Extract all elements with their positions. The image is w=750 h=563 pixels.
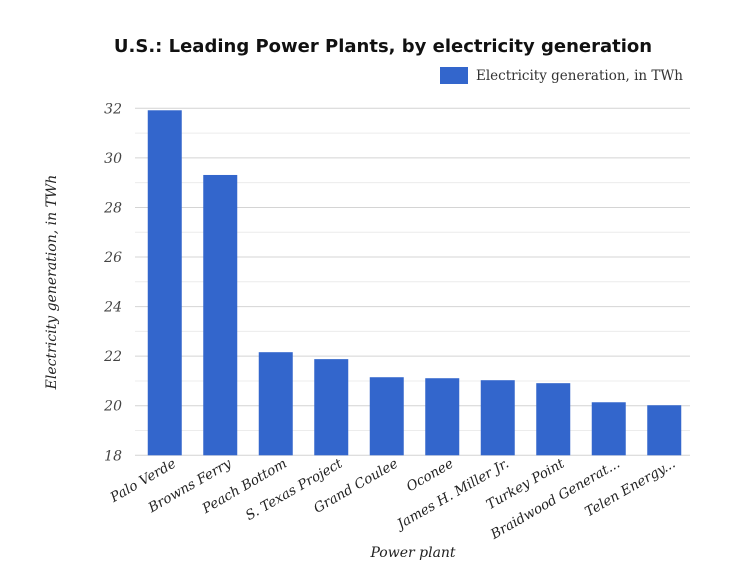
bar [480,380,515,456]
bar [147,110,182,456]
y-tick-label: 32 [104,101,122,117]
bar [258,352,293,456]
x-tick-label: S. Texas Project [243,455,346,524]
legend-label: Electricity generation, in TWh [476,67,683,84]
bar [203,174,238,456]
chart-title: U.S.: Leading Power Plants, by electrici… [113,36,653,57]
bar [425,378,460,456]
y-tick-label: 30 [104,151,122,167]
bar [591,402,626,456]
y-tick-label: 28 [103,200,122,216]
bar [647,405,682,456]
bar [536,383,571,456]
y-tick-label: 26 [103,250,122,266]
y-tick-label: 24 [103,300,122,316]
y-tick-label: 22 [103,349,122,365]
legend-swatch [440,67,468,84]
y-axis-title: Electricity generation, in TWh [44,175,60,391]
y-tick-label: 18 [104,448,122,464]
bar [314,359,349,456]
x-axis-title: Power plant [369,545,455,561]
bar [369,377,404,456]
legend: Electricity generation, in TWh [440,67,683,84]
y-tick-label: 20 [103,399,122,415]
